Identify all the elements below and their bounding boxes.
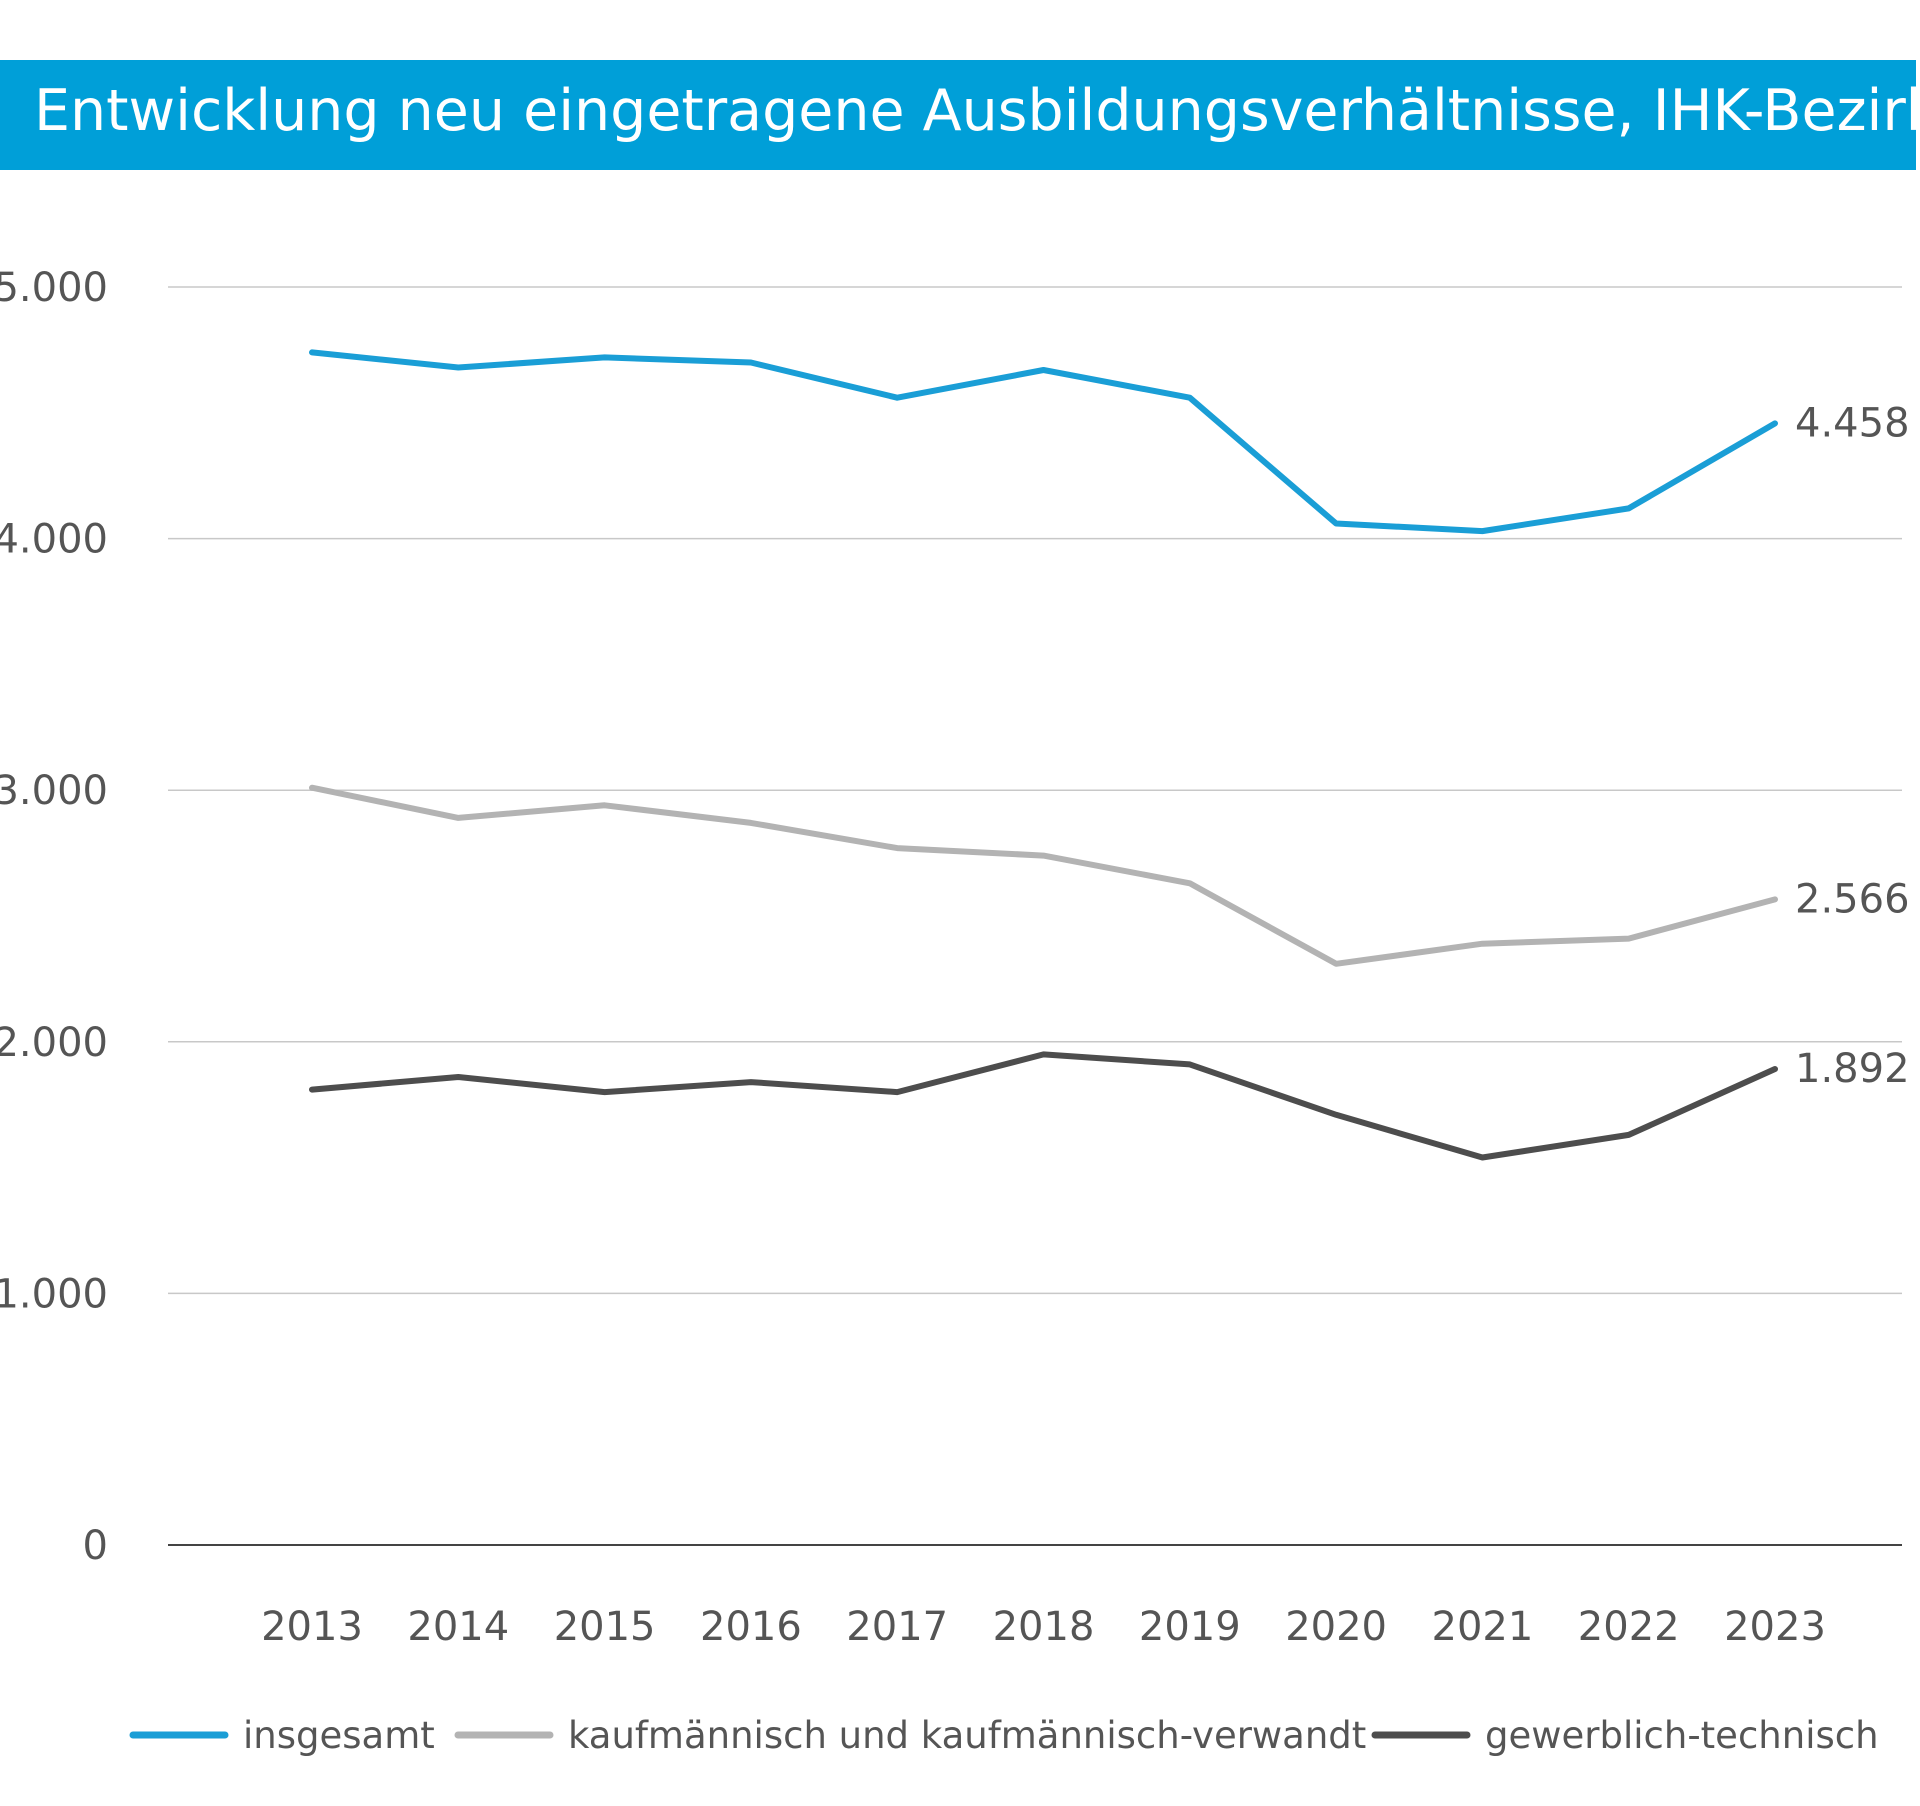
data-label-end: 1.892 bbox=[1795, 1046, 1910, 1092]
y-tick-label: 0 bbox=[83, 1523, 108, 1569]
x-tick-label: 2019 bbox=[1139, 1604, 1241, 1650]
x-tick-label: 2016 bbox=[700, 1604, 802, 1650]
y-tick-label: 3.000 bbox=[0, 768, 108, 814]
chart-title: Entwicklung neu eingetragene Ausbildungs… bbox=[34, 78, 1920, 144]
y-axis-ticks: 0 1.000 2.000 3.000 4.000 5.000 bbox=[0, 265, 108, 1569]
x-tick-label: 2013 bbox=[261, 1604, 363, 1650]
legend-label: insgesamt bbox=[243, 1714, 435, 1757]
series-line-2 bbox=[309, 784, 1778, 967]
legend-label: kaufmännisch und kaufmännisch-verwandt bbox=[568, 1714, 1366, 1757]
y-tick-label: 2.000 bbox=[0, 1020, 108, 1066]
data-label-end: 4.458 bbox=[1795, 400, 1910, 446]
x-tick-label: 2022 bbox=[1578, 1604, 1680, 1650]
x-tick-label: 2017 bbox=[846, 1604, 948, 1650]
x-tick-label: 2015 bbox=[554, 1604, 656, 1650]
y-tick-label: 5.000 bbox=[0, 265, 108, 311]
series-line-3 bbox=[309, 1051, 1778, 1161]
legend: insgesamt kaufmännisch und kaufmännisch-v… bbox=[129, 1714, 1879, 1757]
x-axis-ticks: 2013 2014 2015 2016 2017 2018 2019 2020 2021 2022… bbox=[261, 1604, 1826, 1650]
series-line-1 bbox=[309, 349, 1778, 535]
y-tick-label: 1.000 bbox=[0, 1271, 108, 1317]
y-tick-label: 4.000 bbox=[0, 517, 108, 563]
x-tick-label: 2020 bbox=[1285, 1604, 1387, 1650]
data-label-end: 2.566 bbox=[1795, 876, 1910, 922]
x-tick-label: 2023 bbox=[1724, 1604, 1826, 1650]
x-tick-label: 2014 bbox=[407, 1604, 509, 1650]
x-tick-label: 2018 bbox=[993, 1604, 1095, 1650]
title-bar: Entwicklung neu eingetragene Ausbildungs… bbox=[0, 60, 1920, 170]
end-labels: 4.458 2.566 1.892 bbox=[1795, 400, 1910, 1092]
grid-lines bbox=[168, 286, 1902, 1546]
series-lines bbox=[309, 349, 1778, 1161]
x-tick-label: 2021 bbox=[1432, 1604, 1534, 1650]
legend-label: gewerblich-technisch bbox=[1485, 1714, 1879, 1757]
